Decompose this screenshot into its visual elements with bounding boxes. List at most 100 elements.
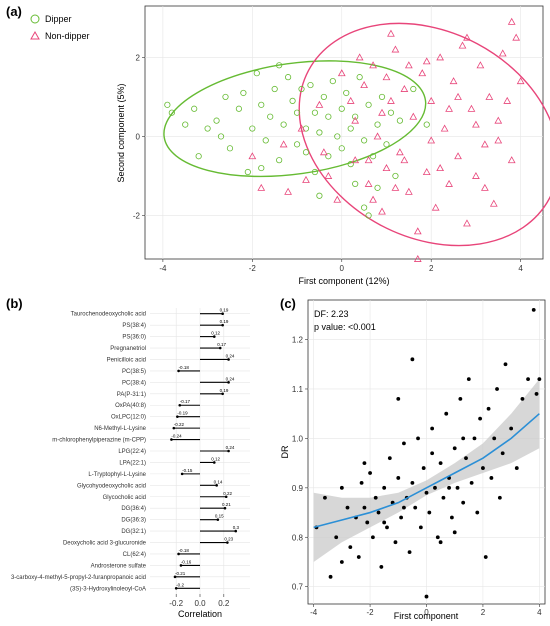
dr-point [370, 535, 375, 540]
nondipper-point [391, 45, 400, 53]
category-label: Penicilloic acid [107, 357, 146, 363]
nondipper-point [297, 124, 306, 132]
correlation-value-label: 0.24 [226, 445, 235, 450]
correlation-point [224, 495, 228, 499]
dipper-point [240, 89, 247, 97]
correlation-point [223, 506, 227, 510]
correlation-point [221, 392, 224, 396]
dipper-point [352, 180, 359, 187]
correlation-value-label: 0.14 [214, 479, 223, 484]
panel-a-ytick-label: -2 [133, 212, 141, 221]
dipper-point [338, 145, 345, 152]
dipper-point [334, 133, 341, 140]
correlation-value-label: 0.12 [211, 331, 220, 336]
correlation-value-label: 0.17 [217, 342, 226, 347]
dipper-point [280, 121, 287, 128]
category-label: PC(38:4) [122, 380, 146, 386]
correlation-value-label: -0.17 [180, 399, 191, 404]
dipper-point [213, 117, 220, 124]
dipper-point [374, 121, 381, 128]
category-label: Androsterone sulfate [91, 563, 147, 569]
correlation-point [212, 335, 216, 338]
dr-point [520, 396, 525, 401]
dr-point [481, 466, 485, 470]
nondipper-point [355, 53, 364, 61]
dr-point [362, 461, 367, 466]
nondipper-point [284, 187, 292, 195]
dipper-point [217, 133, 225, 140]
nondipper-point [480, 183, 489, 191]
nondipper-point [427, 136, 436, 144]
nondipper-point [445, 179, 453, 187]
panel-c-xlabel: First component [394, 611, 459, 621]
nondipper-point [436, 164, 445, 172]
dr-point [509, 426, 514, 431]
dr-point [430, 426, 435, 431]
dr-point [537, 377, 542, 381]
panel-a-points [164, 17, 525, 262]
dr-point [413, 505, 418, 510]
nondipper-point [302, 175, 310, 183]
dr-point [356, 555, 361, 559]
nondipper-point [409, 112, 418, 120]
correlation-value-label: -0.24 [171, 434, 182, 439]
nondipper-point [507, 156, 516, 164]
panel-b-xtick-label: 0.2 [218, 599, 230, 608]
dipper-point [271, 85, 278, 93]
dipper-point [311, 168, 319, 176]
panel-a-legend: Dipper Non-dipper [30, 14, 90, 41]
nondipper-point [351, 116, 360, 124]
category-label: OxLPC(12:0) [111, 415, 146, 421]
panel-b: (b) 0.19 0.19 0.12 0.17 0.24 -0.18 0.24 0.19 -0.… [6, 296, 250, 619]
correlation-value-label: -0.21 [175, 571, 186, 576]
correlation-point [179, 564, 183, 567]
panel-a-xtick-label: 4 [518, 264, 523, 273]
panel-c-ticks: -4 -2 0 2 4 0.7 0.8 0.9 1.0 1.1 1.2 [292, 336, 542, 617]
nondipper-point [445, 104, 453, 112]
dr-point [424, 490, 429, 495]
dipper-point [325, 113, 332, 120]
category-label: m-chlorophenylpiperazine (m-CPP) [52, 438, 146, 444]
dr-point [444, 411, 449, 416]
dr-point [396, 396, 401, 401]
dr-point [449, 515, 454, 520]
panel-c-xtick-label: 0 [424, 608, 429, 617]
panel-c-confidence-band [313, 379, 540, 562]
dipper-point [378, 93, 386, 101]
category-label: Pregnanetriol [110, 346, 146, 352]
dr-point [472, 436, 477, 441]
dr-point [382, 485, 387, 490]
correlation-point [173, 575, 177, 579]
dr-point [385, 525, 389, 530]
nondipper-point [507, 17, 516, 25]
category-label: DG(32:1) [121, 529, 146, 535]
dr-point [478, 416, 483, 421]
nondipper-point [351, 156, 360, 164]
category-label: Glycocholic acid [103, 495, 146, 501]
panel-a-ytick-label: 2 [136, 53, 141, 62]
correlation-point [177, 552, 180, 556]
correlation-value-label: 0.21 [222, 502, 231, 507]
nondipper-point [404, 61, 413, 69]
nondipper-point [489, 199, 498, 207]
correlation-value-label: 0.15 [215, 514, 224, 519]
legend-dipper-label: Dipper [45, 14, 72, 24]
nondipper-point [319, 148, 328, 156]
dr-point [497, 495, 502, 500]
panel-c-annotation-df: DF: 2.23 [314, 309, 349, 319]
panel-b-xtick-label: -0.2 [169, 599, 183, 608]
dipper-point [262, 137, 269, 144]
panel-a-ytick-label: 0 [136, 132, 141, 141]
dr-point [433, 485, 437, 490]
nondipper-point [248, 152, 257, 160]
correlation-point [227, 381, 230, 384]
category-label: PS(36:0) [122, 335, 146, 341]
category-label: LPA(22:1) [119, 460, 146, 466]
correlation-value-label: 0.19 [220, 308, 229, 313]
dr-point [534, 392, 539, 396]
dr-point [399, 515, 404, 520]
dipper-point [253, 70, 260, 77]
dr-point [424, 594, 429, 599]
panel-b-ticks: -0.2 0.0 0.2 [169, 594, 230, 608]
category-label: Taurochenodeoxycholic acid [71, 312, 146, 318]
